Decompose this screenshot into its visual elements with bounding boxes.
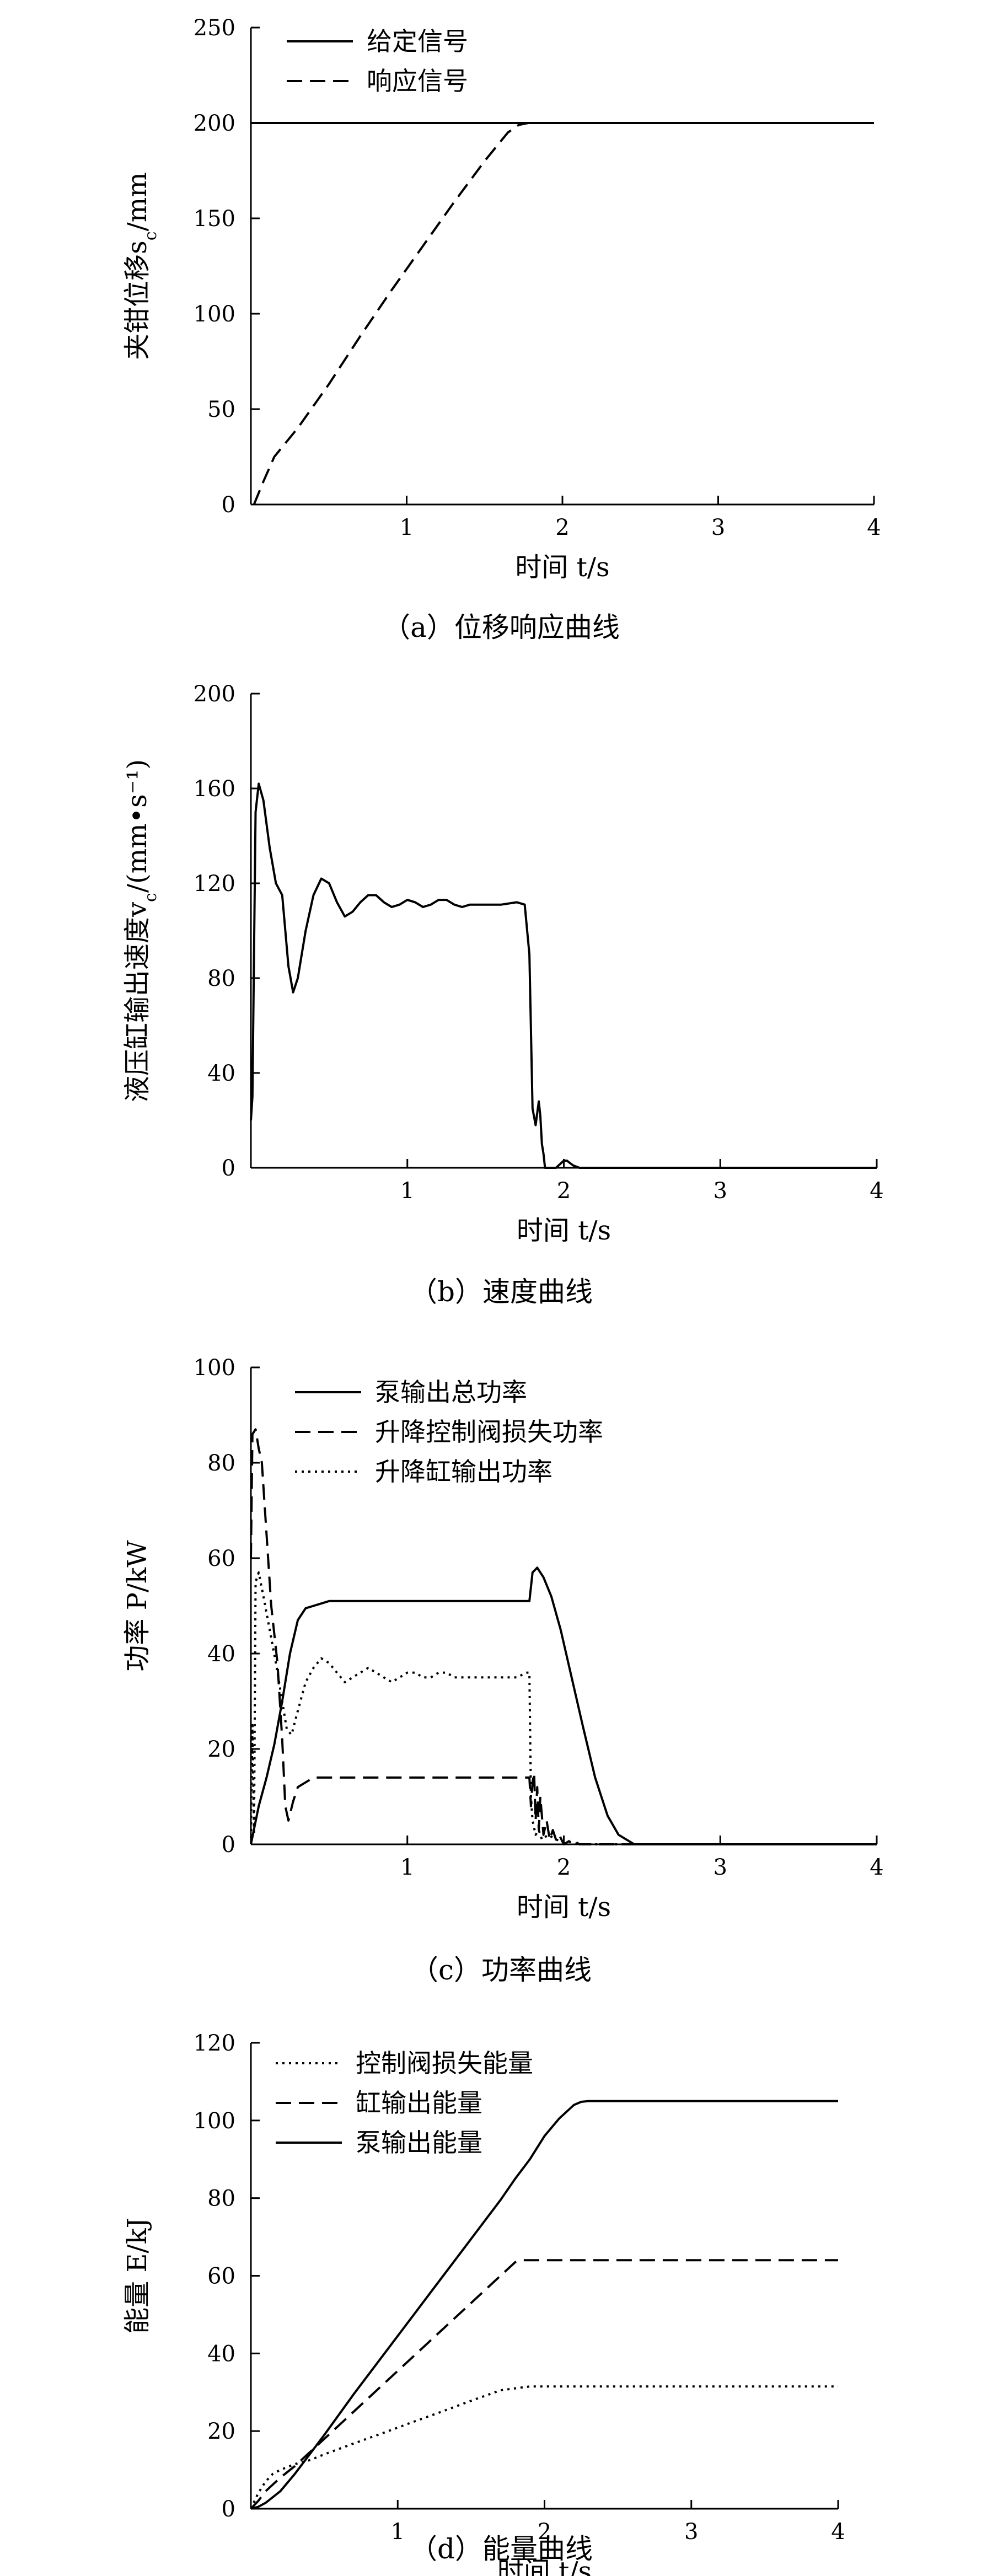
series-line-2 (250, 2259, 838, 2510)
legend-label: 控制阀损失能量 (356, 2048, 533, 2078)
x-tick-label: 2 (557, 1178, 571, 1204)
legend-label: 泵输出总功率 (375, 1377, 527, 1407)
y-tick-label: 60 (207, 1546, 235, 1571)
y-tick-label: 200 (194, 111, 235, 136)
y-tick-label: 250 (194, 15, 235, 41)
x-tick-label: 2 (538, 2519, 551, 2545)
series-line-1 (250, 2385, 838, 2509)
panel-b-velocity: 0 40 80 120 160 200 1 2 3 4 时间 t/s 液压缸输出速度vc/(mm•s⁻… (122, 681, 884, 1308)
y-tick-label: 40 (207, 1641, 235, 1667)
panel-caption: （d）能量曲线 (410, 2533, 593, 2565)
y-tick-label: 40 (207, 2341, 235, 2366)
legend-label: 响应信号 (367, 66, 468, 96)
y-tick-label: 0 (222, 2497, 235, 2522)
x-tick-label: 1 (400, 515, 414, 540)
y-tick-label: 80 (207, 2186, 235, 2212)
legend-label: 给定信号 (367, 26, 468, 56)
y-tick-label: 0 (222, 1156, 235, 1181)
x-tick-label: 3 (684, 2519, 698, 2545)
x-tick-label: 4 (870, 1855, 883, 1880)
y-tick-label: 80 (207, 966, 235, 991)
series-line-2 (250, 1428, 877, 1845)
legend-label: 升降缸输出功率 (375, 1457, 553, 1486)
x-tick-label: 1 (400, 1178, 414, 1204)
x-tick-label: 2 (555, 515, 569, 540)
x-tick-label: 4 (867, 515, 881, 540)
y-tick-label: 80 (207, 1451, 235, 1476)
series-line-1 (250, 1566, 877, 1845)
panel-c-power: 0 20 40 60 80 100 1 2 3 4 时间 t/s 功率 P/kW 泵输出总功率升降控制阀… (122, 1355, 884, 1986)
y-axis-label: 能量 E/kJ (122, 2218, 153, 2334)
y-tick-label: 120 (194, 2031, 235, 2056)
y-tick-label: 120 (194, 871, 235, 897)
x-tick-label: 3 (714, 1855, 727, 1880)
series-line-2 (253, 122, 529, 505)
legend-label: 升降控制阀损失功率 (375, 1417, 603, 1447)
panel-caption: （c）功率曲线 (411, 1954, 592, 1986)
series-line-3 (250, 1571, 877, 1845)
y-tick-label: 20 (207, 2419, 235, 2444)
panel-d-energy: 0 20 40 60 80 100 120 1 2 3 4 时间 t/s 能量 E/kJ 控制阀损失能量缸… (122, 2031, 845, 2576)
x-tick-label: 4 (831, 2519, 845, 2545)
y-tick-label: 100 (194, 2108, 235, 2134)
x-tick-label: 1 (391, 2519, 405, 2545)
y-tick-label: 0 (222, 492, 235, 518)
y-tick-label: 160 (194, 776, 235, 802)
y-axis-label: 液压缸输出速度vc/(mm•s⁻¹) (122, 759, 160, 1102)
y-tick-label: 100 (194, 1355, 235, 1381)
x-tick-label: 3 (714, 1178, 727, 1204)
x-axis-label: 时间 t/s (497, 2556, 592, 2576)
x-tick-label: 1 (400, 1855, 414, 1880)
x-axis-label: 时间 t/s (515, 552, 609, 583)
y-axis-label: 功率 P/kW (122, 1540, 153, 1672)
series-line-1 (250, 782, 877, 1169)
y-tick-label: 40 (207, 1061, 235, 1086)
legend-label: 泵输出能量 (356, 2128, 482, 2158)
panel-a-displacement: 0 50 100 150 200 250 1 2 3 4 时间 t/s 夹钳位移sc/mm 给定信号响应… (122, 15, 881, 643)
panel-caption: （b）速度曲线 (410, 1276, 593, 1308)
legend-label: 缸输出能量 (356, 2088, 482, 2118)
x-tick-label: 3 (711, 515, 725, 540)
y-tick-label: 60 (207, 2264, 235, 2289)
y-axis-label: 夹钳位移sc/mm (122, 172, 160, 360)
y-tick-label: 20 (207, 1737, 235, 1762)
x-axis-label: 时间 t/s (517, 1892, 611, 1923)
series-line-3 (250, 2100, 838, 2510)
panel-caption: （a）位移响应曲线 (383, 611, 620, 643)
y-tick-label: 50 (207, 397, 235, 422)
x-tick-label: 2 (557, 1855, 571, 1880)
y-tick-label: 200 (194, 681, 235, 707)
y-tick-label: 0 (222, 1832, 235, 1858)
x-tick-label: 4 (870, 1178, 883, 1204)
y-tick-label: 150 (194, 206, 235, 232)
x-axis-label: 时间 t/s (517, 1215, 611, 1246)
y-tick-label: 100 (194, 302, 235, 327)
